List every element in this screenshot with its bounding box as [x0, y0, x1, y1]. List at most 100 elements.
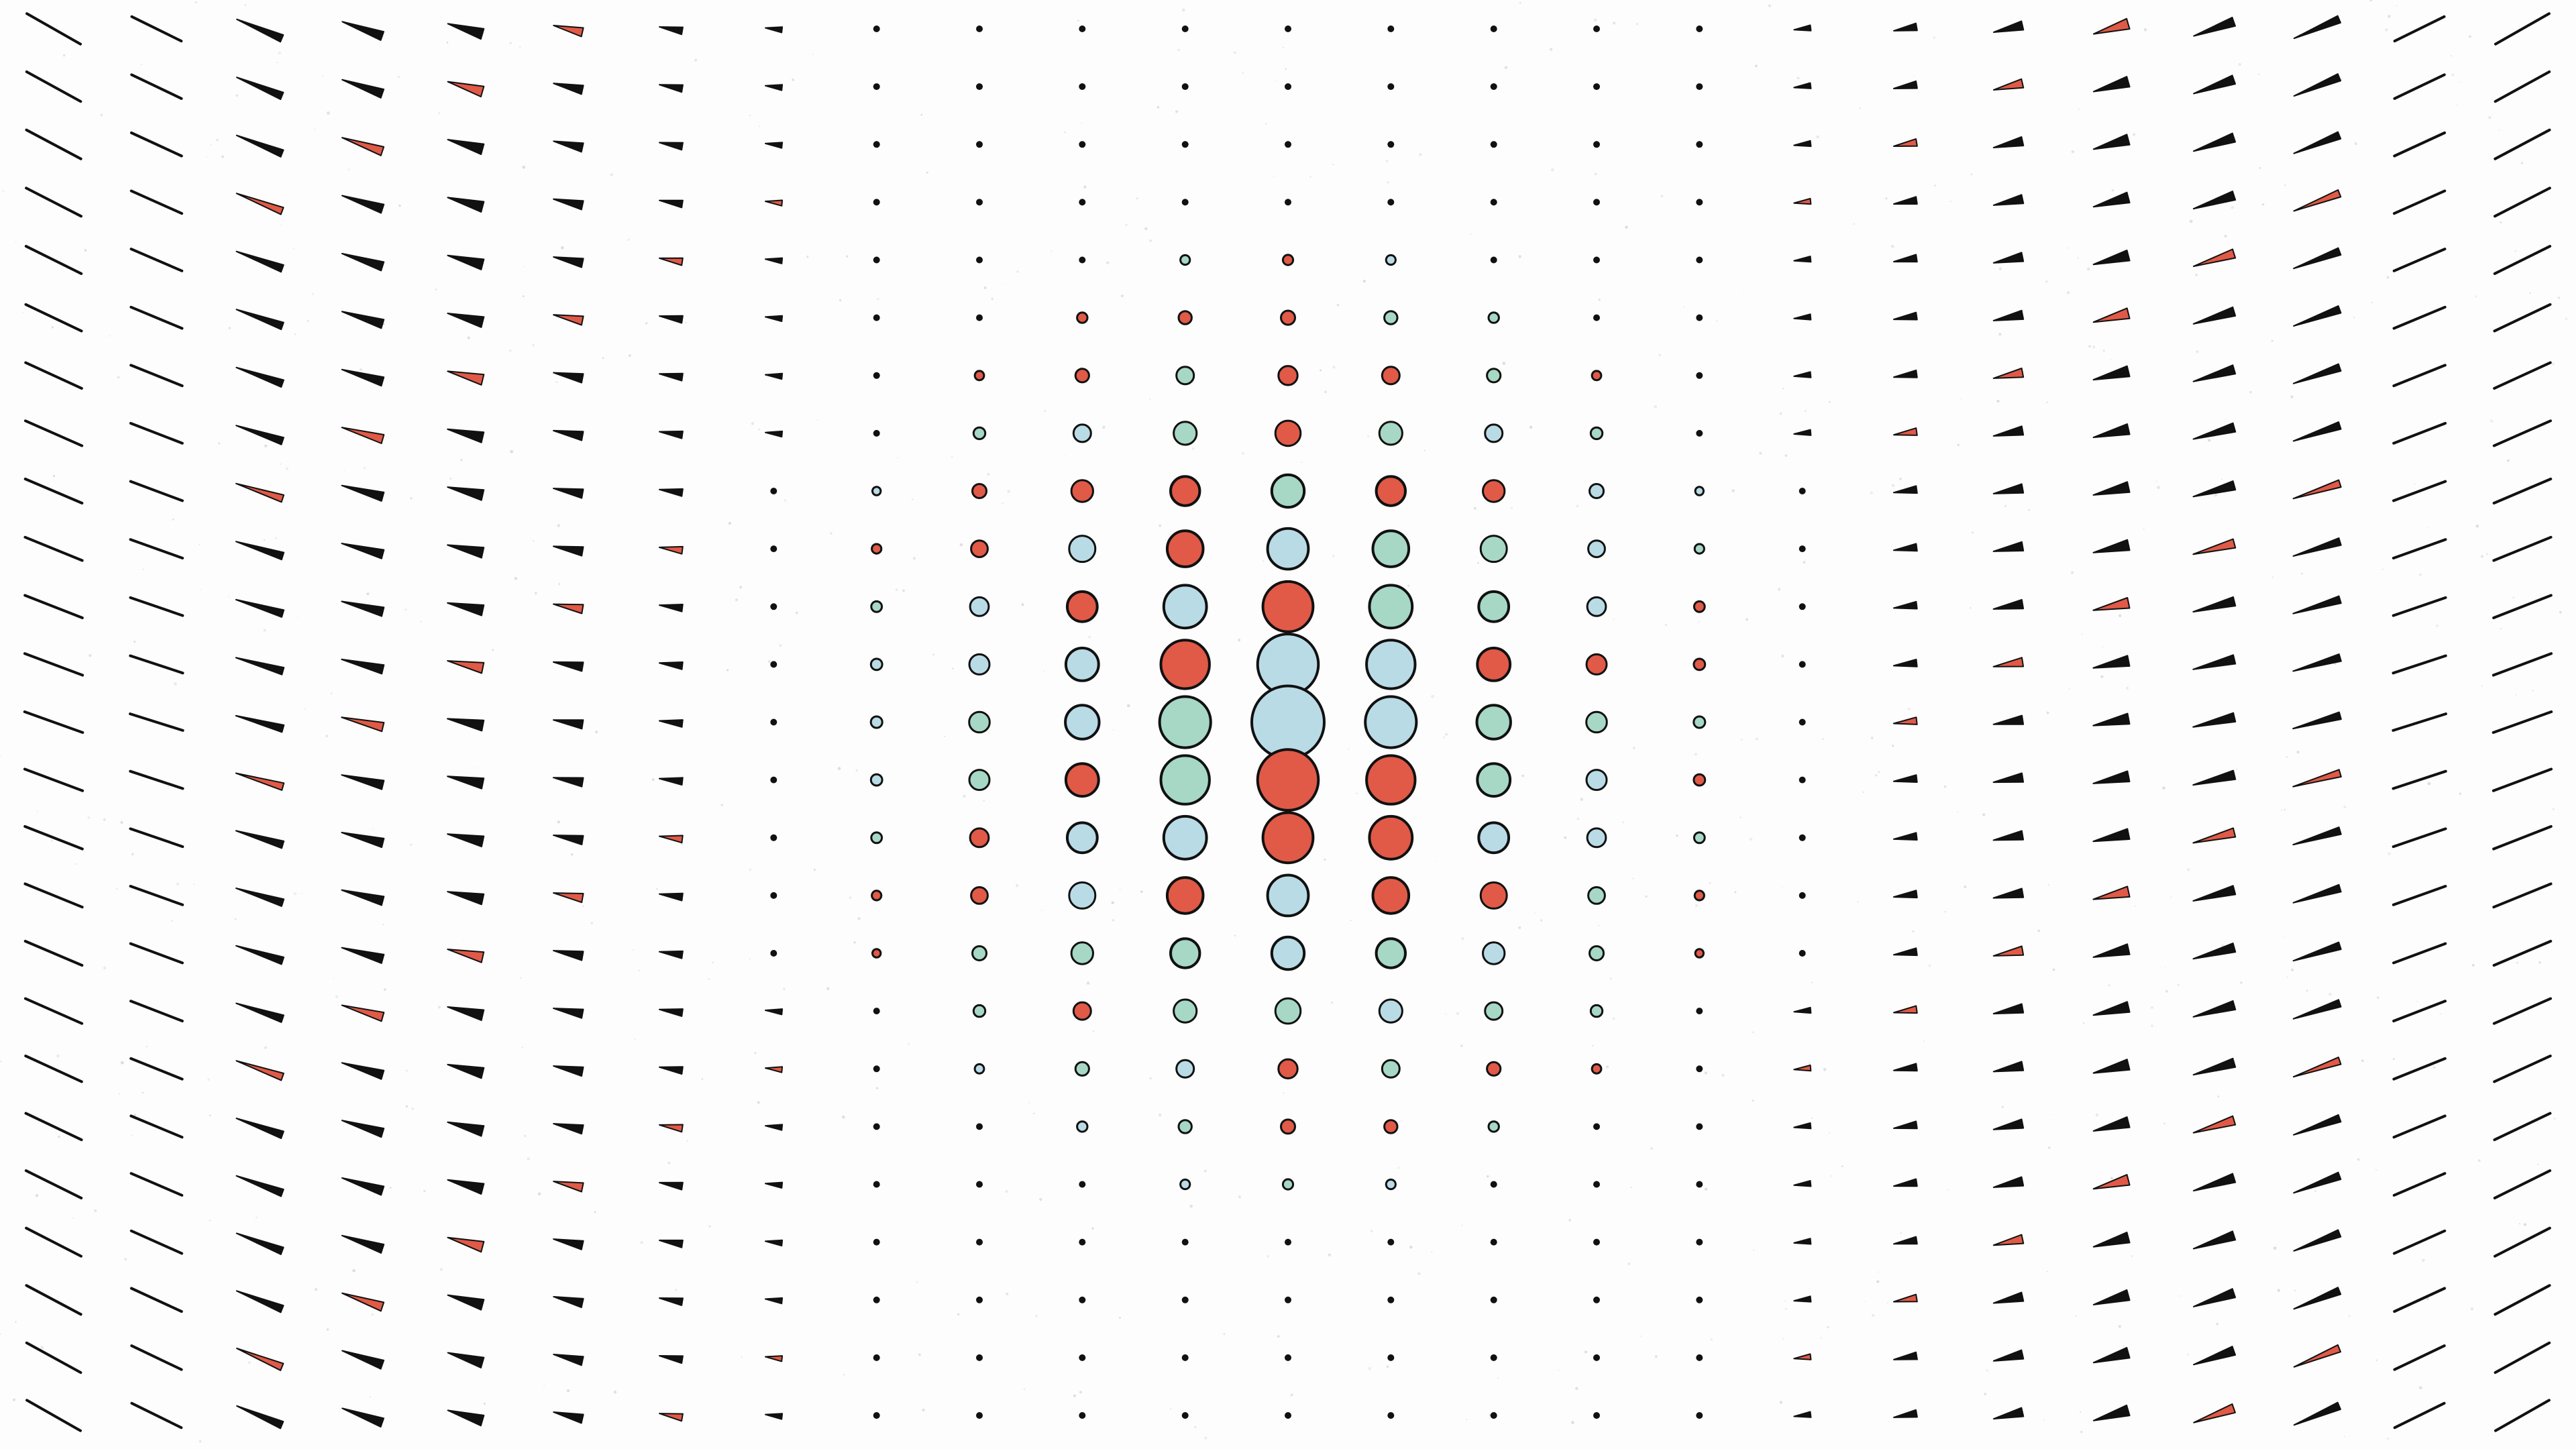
dash-mark [765, 1008, 784, 1016]
speckle [314, 1288, 317, 1291]
speckle [131, 853, 134, 856]
speckle [537, 1192, 541, 1196]
speckle [2236, 768, 2238, 771]
dash-mark [2492, 535, 2553, 562]
circle-mark [1591, 1063, 1603, 1075]
dash-mark [447, 1236, 485, 1253]
speckle [2553, 1117, 2556, 1120]
speckle [792, 78, 795, 82]
speckle [2294, 1289, 2296, 1292]
speckle [1549, 48, 1553, 51]
dash-mark [2293, 1287, 2342, 1310]
circle-mark [1693, 773, 1707, 787]
speckle [1603, 949, 1605, 951]
speckle [2328, 992, 2332, 996]
speckle [533, 540, 535, 542]
dash-mark [1893, 1351, 1918, 1360]
dash-mark [1793, 1353, 1812, 1360]
dot-mark [873, 372, 880, 379]
speckle [1613, 619, 1615, 621]
dot-mark [1593, 1181, 1600, 1188]
speckle [142, 1091, 144, 1094]
circle-mark [869, 657, 883, 672]
speckle [701, 1078, 704, 1081]
circle-mark [1378, 421, 1403, 446]
circle-mark [1476, 762, 1512, 798]
dash-mark [447, 1294, 485, 1311]
dash-mark [2092, 250, 2131, 266]
dot-mark [1181, 1296, 1189, 1303]
dot-mark [1079, 1181, 1086, 1188]
speckle [1064, 455, 1066, 457]
speckle [2189, 219, 2193, 223]
dash-mark [2292, 653, 2342, 672]
circle-mark [1173, 998, 1198, 1024]
dash-mark [765, 26, 784, 34]
dash-mark [23, 767, 85, 792]
circle-mark [1693, 600, 1706, 613]
speckle [1784, 454, 1788, 457]
dash-mark [24, 245, 83, 275]
speckle [2284, 808, 2286, 811]
speckle [1676, 834, 1678, 837]
speckle [199, 543, 201, 545]
dash-mark [658, 488, 684, 497]
dot-mark [1079, 1296, 1086, 1303]
dash-mark [447, 718, 485, 732]
speckle [133, 1114, 136, 1116]
dot-mark [976, 256, 983, 264]
circle-mark [973, 1063, 985, 1075]
speckle [527, 1157, 530, 1161]
circle-mark [1693, 890, 1705, 902]
speckle [1385, 160, 1389, 162]
speckle [2341, 78, 2343, 80]
dash-mark [553, 835, 584, 845]
dash-mark [2392, 1114, 2447, 1139]
speckle [2100, 675, 2104, 678]
dash-mark [447, 602, 485, 616]
speckle [1106, 261, 1110, 264]
circle-mark [1693, 715, 1707, 729]
speckle [2552, 808, 2555, 810]
dash-mark [2392, 248, 2447, 272]
dash-mark [2393, 1344, 2446, 1371]
speckle [1175, 110, 1179, 113]
speckle [124, 1258, 127, 1260]
dash-mark [765, 1413, 784, 1420]
speckle [2528, 484, 2530, 486]
speckle [364, 467, 366, 470]
speckle [2392, 1058, 2395, 1061]
speckle [1091, 1227, 1094, 1230]
speckle [1157, 106, 1160, 109]
speckle [1890, 244, 1894, 248]
speckle [2387, 852, 2391, 855]
circle-mark [1589, 1004, 1604, 1018]
speckle [2027, 508, 2031, 512]
speckle [405, 1069, 408, 1072]
speckle [2428, 527, 2430, 529]
speckle [1886, 1302, 1888, 1304]
speckle [1704, 1187, 1708, 1191]
speckle [1086, 981, 1090, 985]
speckle [2471, 963, 2475, 967]
speckle [543, 1385, 545, 1387]
speckle [1521, 774, 1525, 777]
dot-mark [770, 545, 777, 553]
speckle [1265, 122, 1268, 125]
dot-mark [976, 314, 983, 321]
speckle [146, 1045, 148, 1048]
speckle [312, 292, 315, 295]
dash-mark [553, 1008, 584, 1019]
speckle [2306, 989, 2308, 992]
speckle [1609, 977, 1612, 980]
speckle [2111, 189, 2114, 192]
dash-mark [2494, 12, 2551, 46]
speckle [1829, 1132, 1831, 1134]
dash-mark [2292, 769, 2342, 788]
circle-mark [1383, 310, 1399, 325]
dash-mark [2393, 15, 2446, 43]
circle-mark [1375, 937, 1407, 969]
speckle [2469, 35, 2472, 38]
speckle [1332, 164, 1334, 166]
speckle [2369, 0, 2373, 2]
